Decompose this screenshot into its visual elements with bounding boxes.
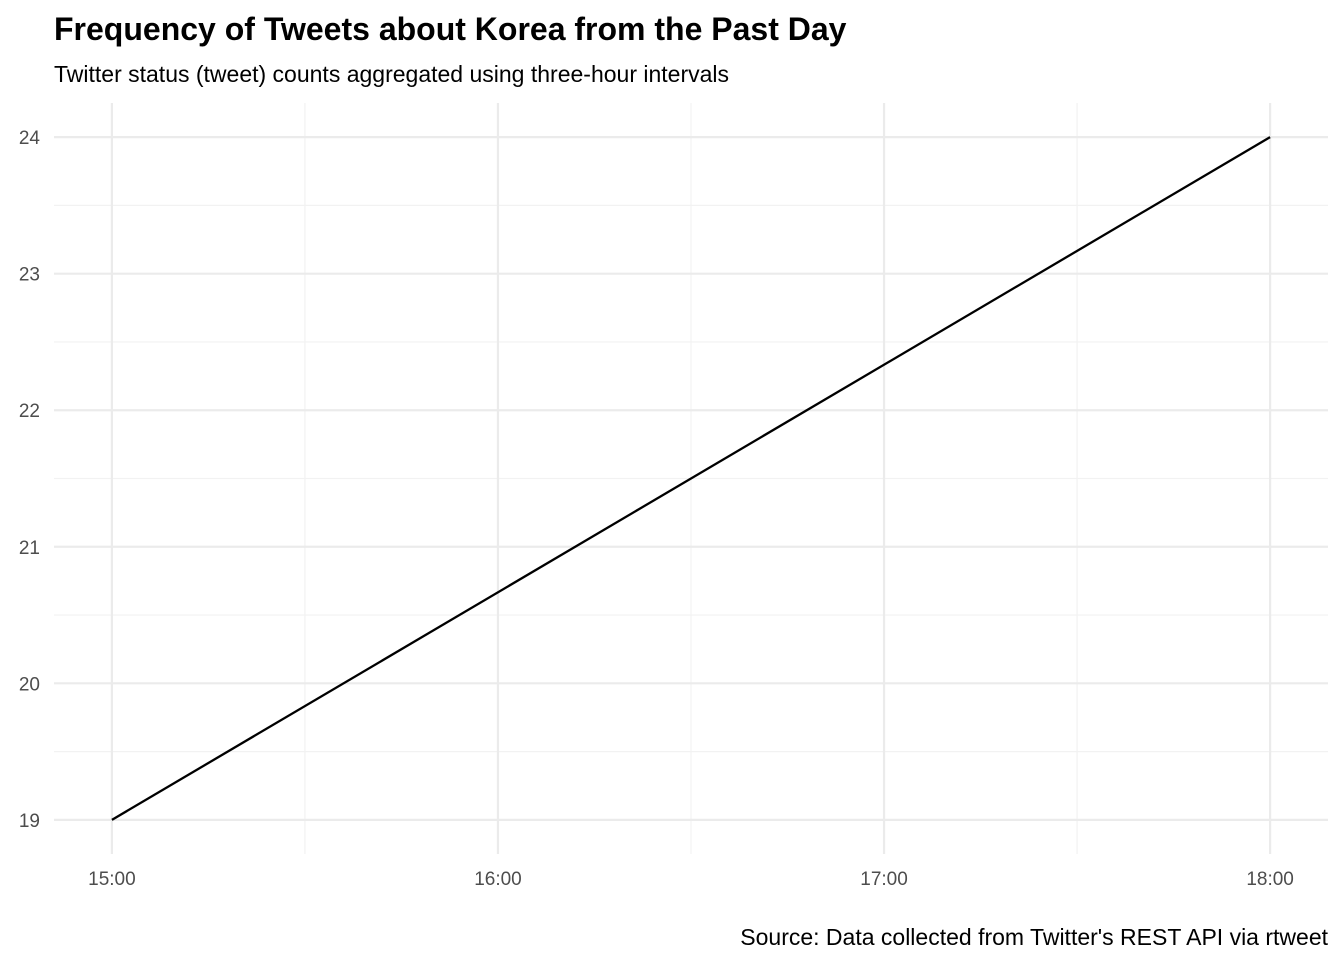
y-tick-label: 24 (19, 128, 41, 149)
y-tick-label: 22 (19, 401, 40, 422)
x-tick-label: 17:00 (860, 869, 908, 890)
y-tick-label: 20 (19, 674, 40, 695)
chart-subtitle: Twitter status (tweet) counts aggregated… (54, 61, 729, 87)
y-tick-label: 23 (19, 265, 40, 286)
y-tick-label: 21 (19, 538, 40, 559)
chart-caption: Source: Data collected from Twitter's RE… (740, 924, 1328, 950)
axis-labels: 19 20 21 22 23 24 15:00 16:00 17:00 18:00 (19, 128, 1294, 890)
x-tick-label: 15:00 (88, 869, 136, 890)
x-tick-label: 18:00 (1246, 869, 1294, 890)
x-tick-label: 16:00 (474, 869, 522, 890)
grid-lines (54, 103, 1328, 854)
series-layer (111, 136, 1271, 821)
chart-title: Frequency of Tweets about Korea from the… (54, 11, 847, 47)
y-tick-label: 19 (19, 811, 40, 832)
series-line (111, 136, 1271, 821)
